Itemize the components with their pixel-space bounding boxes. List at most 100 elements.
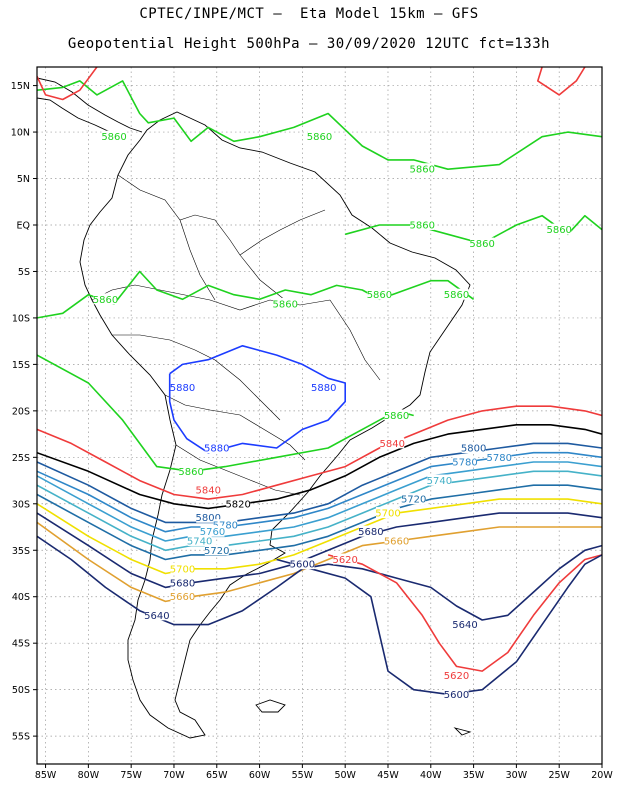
lat-tick-label: 15N bbox=[11, 81, 30, 92]
lon-tick-label: 70W bbox=[163, 770, 185, 781]
contour-label-bg bbox=[93, 293, 118, 305]
contour-label-bg bbox=[196, 511, 221, 523]
contour-label-5660: 5660 bbox=[384, 536, 409, 547]
contour-label-bg bbox=[213, 519, 238, 531]
contour-label-5780: 5780 bbox=[452, 457, 477, 468]
map-title-line-2: Geopotential Height 500hPa – 30/09/2020 … bbox=[67, 36, 551, 52]
contour-label-bg bbox=[204, 442, 229, 454]
contour-label-5860: 5860 bbox=[444, 290, 469, 301]
contour-label-5780: 5780 bbox=[487, 453, 512, 464]
country-borders bbox=[91, 174, 381, 496]
lat-tick-label: 35S bbox=[12, 546, 30, 557]
contour-label-5800: 5800 bbox=[461, 444, 486, 455]
contour-5660 bbox=[37, 521, 602, 603]
contour-label-5680: 5680 bbox=[358, 527, 383, 538]
contour-label-5860: 5860 bbox=[410, 165, 435, 176]
contour-5620 bbox=[327, 554, 602, 672]
lat-tick-label: 40S bbox=[12, 592, 30, 603]
contour-label-5860: 5860 bbox=[93, 295, 118, 306]
contour-label-5600: 5600 bbox=[444, 690, 469, 701]
contour-label-bg bbox=[461, 442, 486, 454]
lon-tick-label: 35W bbox=[463, 770, 485, 781]
contour-label-bg bbox=[200, 525, 225, 537]
contour-label-5620: 5620 bbox=[332, 555, 357, 566]
contour-label-bg bbox=[470, 237, 495, 249]
contour-label-bg bbox=[384, 409, 409, 421]
contour-label-5860: 5860 bbox=[410, 220, 435, 231]
contour-label-bg bbox=[179, 465, 204, 477]
contour-label-5700: 5700 bbox=[375, 509, 400, 520]
contour-label-5740: 5740 bbox=[427, 476, 452, 487]
contour-label-5640: 5640 bbox=[452, 620, 477, 631]
lon-tick-label: 85W bbox=[35, 770, 57, 781]
contour-label-5860: 5860 bbox=[367, 290, 392, 301]
contour-label-bg bbox=[170, 576, 195, 588]
contour-label-5660: 5660 bbox=[170, 592, 195, 603]
contour-5600 bbox=[276, 554, 602, 696]
contour-5820 bbox=[37, 424, 602, 510]
lon-tick-label: 65W bbox=[206, 770, 228, 781]
map-frame bbox=[36, 66, 603, 765]
axis-ticks: 85W 80W 75W 70W 65W 60W 55W 50W 45W 40W 35W 30W 25W 2… bbox=[11, 81, 614, 781]
south-america-outline bbox=[79, 111, 471, 739]
contour-label-bg bbox=[102, 130, 127, 142]
contour-label-5860: 5860 bbox=[307, 132, 332, 143]
contour-label-bg bbox=[453, 618, 478, 630]
contour-label-5860: 5860 bbox=[101, 132, 126, 143]
contour-label-bg bbox=[367, 288, 392, 300]
contour-5880 bbox=[168, 345, 346, 454]
contour-label-5880: 5880 bbox=[204, 444, 229, 455]
lon-tick-label: 55W bbox=[292, 770, 314, 781]
contour-label-5820: 5820 bbox=[225, 499, 250, 510]
map-title-line-1: CPTEC/INPE/MCT – Eta Model 15km – GFS bbox=[139, 6, 479, 22]
contour-label-5860: 5860 bbox=[469, 239, 494, 250]
contour-label-bg bbox=[444, 669, 469, 681]
contour-5740 bbox=[37, 470, 602, 552]
contour-label-5860: 5860 bbox=[546, 225, 571, 236]
contour-label-5740: 5740 bbox=[187, 536, 212, 547]
contour-5860 bbox=[344, 214, 602, 245]
contour-label-5720: 5720 bbox=[401, 495, 426, 506]
contour-5760 bbox=[37, 461, 602, 542]
lat-tick-label: EQ bbox=[17, 220, 30, 231]
contour-5860 bbox=[37, 354, 414, 473]
contour-label-5700: 5700 bbox=[170, 564, 195, 575]
lon-tick-label: 25W bbox=[548, 770, 570, 781]
contour-label-bg bbox=[375, 507, 400, 519]
lat-tick-label: 30S bbox=[12, 499, 30, 510]
contour-5800 bbox=[37, 442, 602, 524]
lon-tick-label: 40W bbox=[420, 770, 442, 781]
falkland-islands bbox=[255, 699, 286, 713]
contour-label-bg bbox=[187, 534, 212, 546]
contour-5680 bbox=[37, 512, 602, 589]
contour-label-5840: 5840 bbox=[195, 485, 220, 496]
lon-tick-label: 60W bbox=[249, 770, 271, 781]
contour-label-bg bbox=[290, 558, 315, 570]
contour-label-5800: 5800 bbox=[195, 513, 220, 524]
contour-label-5680: 5680 bbox=[170, 578, 195, 589]
lon-tick-label: 45W bbox=[377, 770, 399, 781]
lon-tick-label: 20W bbox=[591, 770, 613, 781]
contour-label-bg bbox=[204, 544, 229, 556]
south-georgia bbox=[453, 727, 472, 736]
contour-label-5860: 5860 bbox=[178, 467, 203, 478]
contour-label-bg bbox=[547, 223, 572, 235]
contour-label-bg bbox=[487, 451, 512, 463]
contour-label-bg bbox=[170, 590, 195, 602]
contour-label-bg bbox=[358, 525, 383, 537]
lat-tick-label: 15S bbox=[12, 360, 30, 371]
lat-tick-label: 10N bbox=[11, 128, 30, 139]
contour-label-5620: 5620 bbox=[444, 671, 469, 682]
contour-label-bg bbox=[444, 688, 469, 700]
lon-tick-label: 50W bbox=[334, 770, 356, 781]
contour-label-5720: 5720 bbox=[204, 546, 229, 557]
contour-label-bg bbox=[444, 288, 469, 300]
contour-label-5640: 5640 bbox=[144, 611, 169, 622]
contour-5700 bbox=[37, 498, 602, 575]
contour-label-5880: 5880 bbox=[170, 383, 195, 394]
contour-label-bg bbox=[273, 297, 298, 309]
contour-label-5840: 5840 bbox=[380, 439, 405, 450]
lat-tick-label: 10S bbox=[12, 313, 30, 324]
lat-tick-label: 55S bbox=[12, 732, 30, 743]
